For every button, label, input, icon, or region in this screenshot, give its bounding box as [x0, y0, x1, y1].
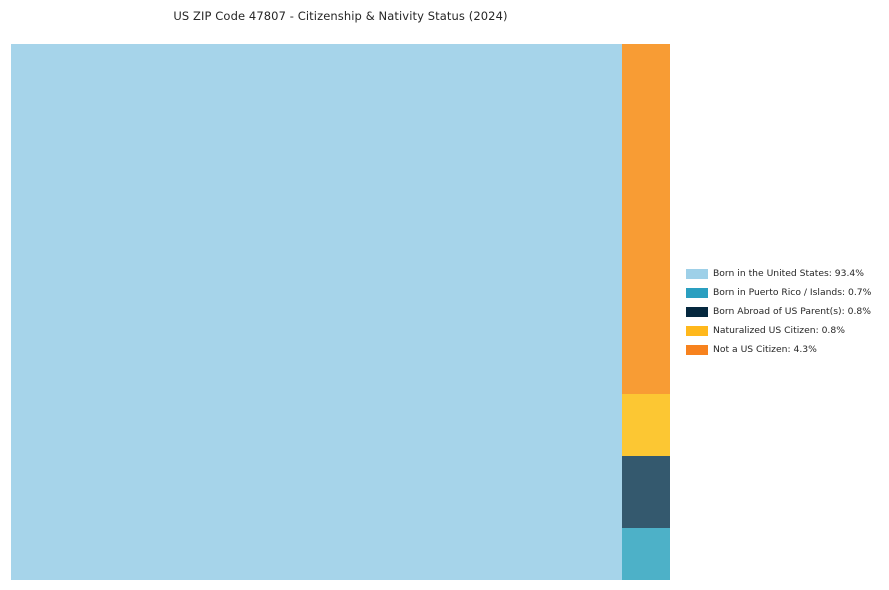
legend-item-label: Born in Puerto Rico / Islands: 0.7%	[713, 286, 872, 298]
legend-color-swatch	[686, 325, 708, 336]
legend-item-label: Naturalized US Citizen: 0.8%	[713, 324, 845, 336]
treemap-tile	[622, 528, 670, 580]
legend-item: Born Abroad of US Parent(s): 0.8%	[686, 302, 882, 321]
treemap-tile	[622, 394, 670, 456]
legend-color-swatch	[686, 287, 708, 298]
treemap-tile	[622, 456, 670, 528]
legend-item: Not a US Citizen: 4.3%	[686, 340, 882, 359]
chart-legend: Born in the United States: 93.4% Born in …	[686, 264, 882, 359]
legend-item: Born in the United States: 93.4%	[686, 264, 882, 283]
legend-item: Naturalized US Citizen: 0.8%	[686, 321, 882, 340]
chart-title: US ZIP Code 47807 - Citizenship & Nativi…	[173, 9, 508, 23]
treemap-tile	[11, 44, 622, 580]
legend-item-label: Not a US Citizen: 4.3%	[713, 343, 817, 355]
legend-item-label: Born Abroad of US Parent(s): 0.8%	[713, 305, 871, 317]
legend-color-swatch	[686, 344, 708, 355]
treemap-tile	[622, 44, 670, 394]
legend-item: Born in Puerto Rico / Islands: 0.7%	[686, 283, 882, 302]
treemap-plot-area	[11, 44, 670, 580]
legend-color-swatch	[686, 268, 708, 279]
legend-item-label: Born in the United States: 93.4%	[713, 267, 864, 279]
legend-color-swatch	[686, 306, 708, 317]
